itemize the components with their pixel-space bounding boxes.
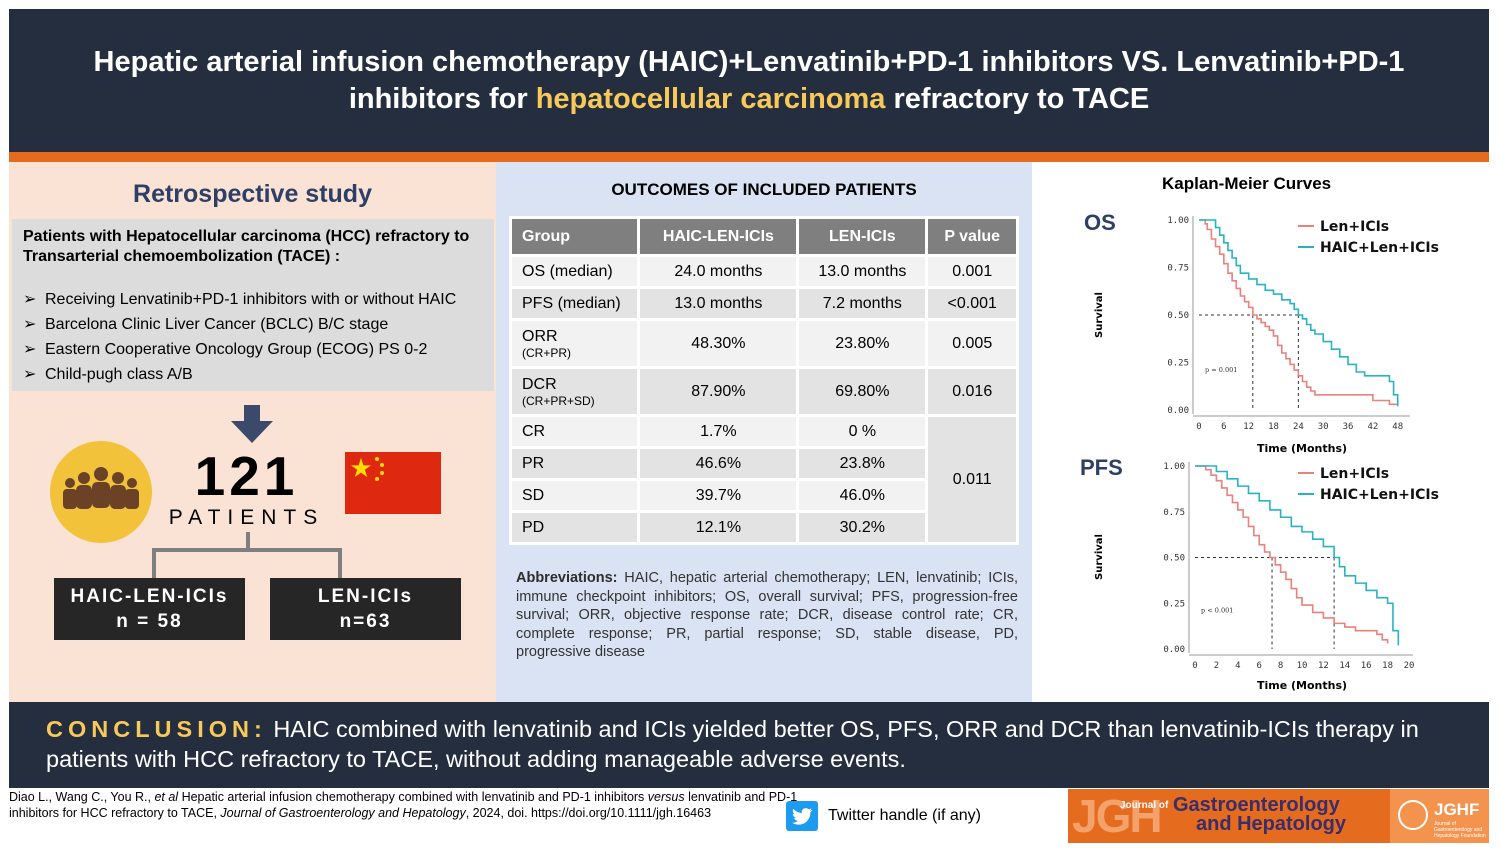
table-row: PD 12.1% 30.2%	[508, 510, 1018, 545]
x-tick-label: 12	[1243, 422, 1254, 432]
km-label: OS	[1084, 210, 1116, 235]
table-row: SD 39.7% 46.0%	[508, 478, 1018, 513]
y-tick-label: 1.00	[1163, 462, 1185, 472]
china-flag-icon	[345, 452, 441, 514]
arrow-down-icon	[231, 405, 273, 443]
inclusion-criteria: Patients with Hepatocellular carcinoma (…	[12, 219, 494, 391]
km-curve-len-icis	[1199, 219, 1398, 406]
y-tick-label: 0.00	[1167, 406, 1189, 416]
twitter-icon[interactable]	[786, 801, 818, 831]
conclusion-text: HAIC combined with lenvatinib and ICIs y…	[46, 716, 1419, 772]
table-row: ORR (CR+PR) 48.30% 23.80% 0.005	[508, 318, 1019, 369]
x-tick-label: 6	[1221, 422, 1226, 432]
group-haic-len-icis: HAIC-LEN-ICIs n = 58	[54, 578, 245, 640]
outcomes-table: Group HAIC-LEN-ICIs LEN-ICIs P value OS …	[508, 216, 1019, 545]
column-header: HAIC-LEN-ICIs	[637, 216, 800, 257]
group-split-connector	[152, 532, 342, 578]
legend-label: HAIC+Len+ICIs	[1320, 240, 1439, 256]
title-line-1: Hepatic arterial infusion chemotherapy (…	[93, 45, 1405, 78]
x-tick-label: 8	[1278, 661, 1283, 671]
table-row: OS (median) 24.0 months 13.0 months 0.001	[508, 254, 1019, 289]
criteria-item: ➢ Child-pugh class A/B	[23, 366, 193, 383]
km-charts: OS0.000.250.500.751.000 6 12 18 24 30 36 42 48Ti…	[1080, 210, 1439, 692]
km-label: PFS	[1080, 455, 1123, 480]
table-header-row: Group HAIC-LEN-ICIs LEN-ICIs P value	[508, 216, 1019, 257]
study-title: Retrospective study	[133, 180, 372, 208]
title-line-2: inhibitors for hepatocellular carcinoma …	[348, 82, 1150, 115]
conclusion-banner: CONCLUSION: HAIC combined with lenvatini…	[9, 702, 1489, 788]
km-curve-len-icis	[1195, 465, 1389, 644]
criteria-item: ➢ Barcelona Clinic Liver Cancer (BCLC) B/…	[23, 316, 389, 333]
p-value-annotation: p = 0.001	[1205, 366, 1237, 374]
outcomes-panel: OUTCOMES OF INCLUDED PATIENTS Group HAIC…	[496, 162, 1032, 702]
jghf-logo: JGHF Journal of Gastroenterology and Hep…	[1390, 789, 1489, 843]
y-tick-label: 0.25	[1163, 599, 1185, 609]
p-value-annotation: p < 0.001	[1201, 606, 1233, 614]
y-axis-label: Survival	[1094, 292, 1105, 338]
x-tick-label: 48	[1392, 422, 1403, 432]
x-tick-label: 0	[1192, 661, 1197, 671]
table-row: PFS (median) 13.0 months 7.2 months <0.001	[508, 286, 1019, 321]
x-tick-label: 20	[1404, 661, 1415, 671]
y-tick-label: 0.00	[1163, 645, 1185, 655]
legend-label: Len+ICIs	[1320, 466, 1389, 482]
x-tick-label: 0	[1196, 422, 1201, 432]
x-tick-label: 42	[1367, 422, 1378, 432]
y-tick-label: 0.50	[1167, 311, 1189, 321]
study-panel: Retrospective study Patients with Hepato…	[9, 162, 496, 702]
table-row: CR 1.7% 0 % 0.011	[508, 414, 1019, 545]
km-curve-haic-len-icis	[1199, 219, 1399, 407]
outcomes-title: OUTCOMES OF INCLUDED PATIENTS	[611, 180, 917, 199]
group-len-icis: LEN-ICIs n=63	[270, 578, 461, 640]
people-icon	[50, 441, 152, 543]
x-tick-label: 12	[1318, 661, 1329, 671]
x-tick-label: 16	[1361, 661, 1372, 671]
table-row: DCR (CR+PR+SD) 87.90% 69.80% 0.016	[508, 366, 1019, 417]
y-tick-label: 0.25	[1167, 359, 1189, 369]
patient-count: 121	[194, 445, 299, 507]
x-tick-label: 36	[1343, 422, 1354, 432]
column-header: P value	[925, 216, 1019, 257]
x-tick-label: 14	[1339, 661, 1350, 671]
legend-label: Len+ICIs	[1320, 219, 1389, 235]
patient-count-label: PATIENTS	[168, 506, 325, 529]
column-header: LEN-ICIs	[796, 216, 929, 257]
conclusion-label: CONCLUSION:	[46, 716, 267, 742]
x-tick-label: 18	[1268, 422, 1279, 432]
jgh-logo: JGH Journal of Gastroenterology and Hepa…	[1068, 789, 1489, 843]
x-tick-label: 10	[1297, 661, 1308, 671]
orange-divider	[9, 152, 1489, 162]
y-tick-label: 1.00	[1167, 216, 1189, 226]
x-axis-label: Time (Months)	[1257, 679, 1347, 692]
criteria-title: Patients with Hepatocellular carcinoma (…	[23, 228, 470, 265]
column-header: Group	[508, 216, 641, 257]
twitter-handle: Twitter handle (if any)	[828, 807, 981, 824]
criteria-item: ➢ Eastern Cooperative Oncology Group (ECO…	[23, 341, 428, 358]
x-tick-label: 18	[1382, 661, 1393, 671]
km-curve-haic-len-icis	[1195, 465, 1400, 646]
x-axis-label: Time (Months)	[1257, 442, 1347, 455]
citation: Diao L., Wang C., You R., et al Hepatic …	[9, 790, 798, 820]
km-title: Kaplan-Meier Curves	[1162, 174, 1332, 193]
abbreviations: Abbreviations: HAIC, hepatic arterial ch…	[516, 570, 1018, 660]
legend-label: HAIC+Len+ICIs	[1320, 487, 1439, 503]
y-tick-label: 0.75	[1163, 508, 1185, 518]
x-tick-label: 2	[1214, 661, 1219, 671]
title-highlight: hepatocellular carcinoma	[535, 82, 886, 115]
y-axis-label: Survival	[1094, 534, 1105, 580]
y-tick-label: 0.50	[1163, 554, 1185, 564]
x-tick-label: 30	[1318, 422, 1329, 432]
x-tick-label: 4	[1235, 661, 1240, 671]
criteria-item: ➢ Receiving Lenvatinib+PD-1 inhibitors wi…	[23, 291, 457, 308]
table-row: PR 46.6% 23.8%	[508, 446, 1018, 481]
jghf-emblem-icon	[1398, 800, 1428, 830]
x-tick-label: 24	[1293, 422, 1304, 432]
km-panel: Kaplan-Meier Curves OS 0.00 0.25 0.50 0.75 1.…	[1032, 162, 1489, 702]
y-tick-label: 0.75	[1167, 264, 1189, 274]
title-banner: Hepatic arterial infusion chemotherapy (…	[9, 9, 1489, 152]
x-tick-label: 6	[1256, 661, 1261, 671]
